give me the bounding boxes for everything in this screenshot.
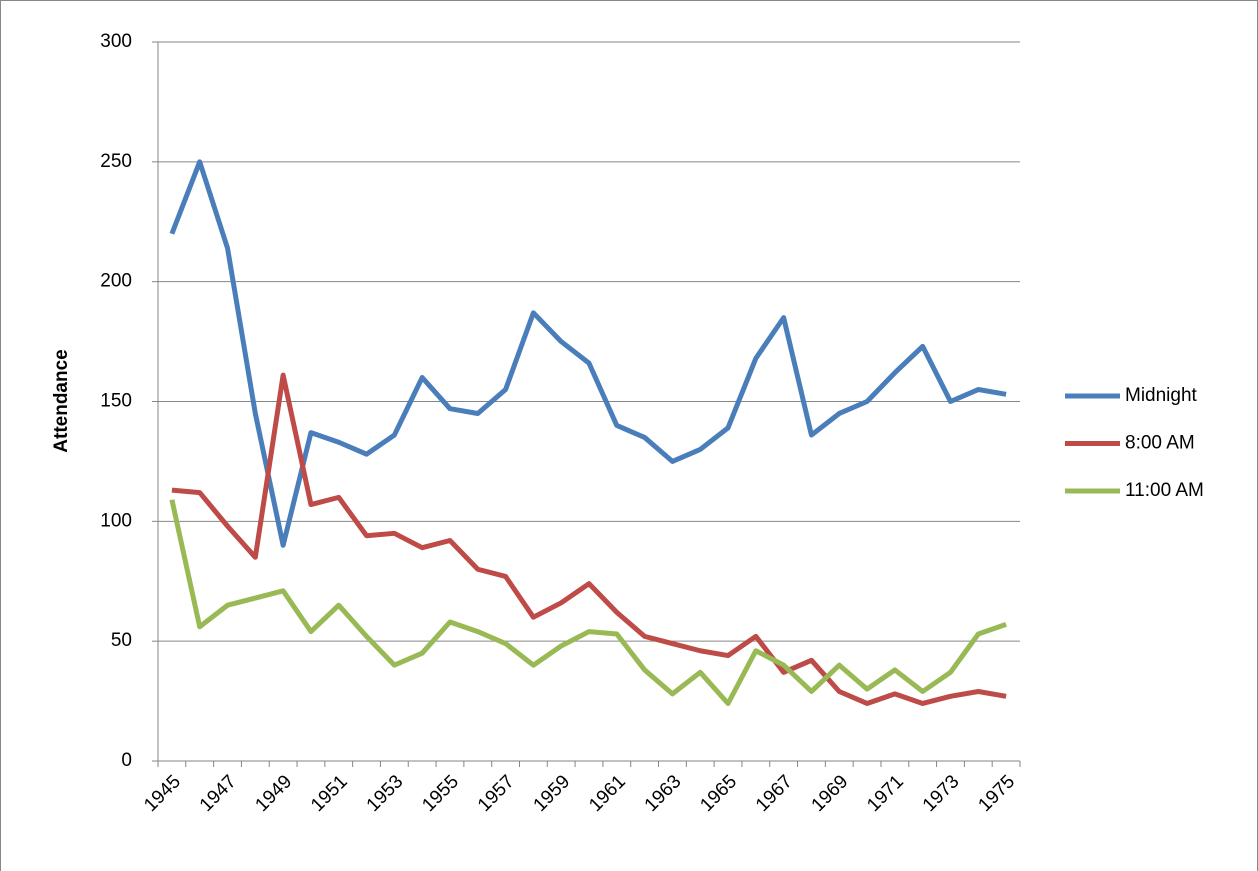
y-tick-label: 250 [100,151,132,172]
legend-label: Midnight [1125,385,1198,406]
y-tick-label: 150 [100,391,132,412]
y-tick-label: 100 [100,510,132,531]
series-line [169,499,1007,706]
legend-label: 8:00 AM [1125,433,1195,454]
y-tick-label: 0 [121,750,132,771]
y-tick-label: 300 [100,31,132,52]
series-line [169,159,1007,548]
series-line [171,372,1007,706]
y-tick-label: 200 [100,271,132,292]
legend-label: 11:00 AM [1125,480,1204,501]
y-axis-label: Attendance [51,349,72,452]
y-tick-label: 50 [111,630,132,651]
